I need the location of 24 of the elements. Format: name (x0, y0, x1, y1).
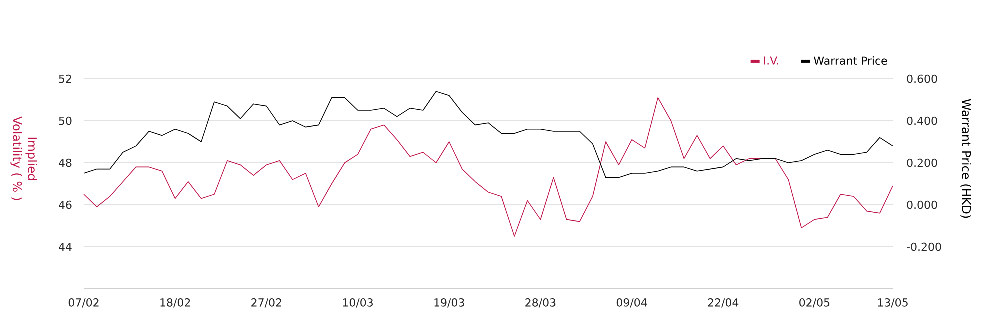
x-tick-label: 07/02 (68, 298, 99, 308)
y-tick-label: 46 (59, 200, 72, 210)
y2-tick-label: 0.600 (907, 74, 938, 84)
legend-label: Warrant Price (814, 56, 888, 66)
x-tick-label: 13/05 (878, 298, 908, 308)
x-tick-label: 09/04 (616, 298, 648, 308)
x-tick-label: 02/05 (800, 298, 830, 308)
y2-axis-title: Warrant Price (HKD) (960, 99, 972, 218)
y-tick-label: 52 (59, 74, 72, 84)
y2-tick-label: -0.200 (907, 242, 942, 252)
y-axis-title: Implied Volatility ( % ) (10, 116, 38, 200)
y-tick-label: 44 (59, 242, 72, 252)
y-tick-label: 50 (59, 116, 72, 126)
legend-label: I.V. (764, 56, 778, 65)
x-tick-label: 19/03 (434, 298, 464, 308)
x-tick-label: 28/03 (526, 298, 556, 308)
y2-tick-label: 0.400 (907, 116, 938, 126)
y2-tick-label: 0.000 (907, 200, 938, 210)
x-tick-label: 18/02 (160, 298, 190, 308)
x-tick-label: 27/02 (252, 298, 282, 308)
y2-tick-label: 0.200 (907, 158, 938, 168)
x-tick-label: 10/03 (343, 298, 373, 308)
x-tick-label: 22/04 (708, 298, 739, 308)
y-tick-label: 48 (59, 158, 72, 168)
